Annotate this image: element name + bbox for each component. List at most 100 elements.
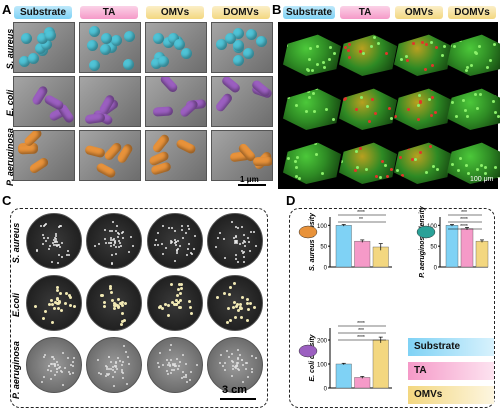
biofilm-speckle: [474, 51, 477, 54]
bacterial-colony: [236, 349, 239, 352]
bacterial-colony: [177, 247, 180, 250]
bacterial-colony: [56, 286, 60, 290]
biofilm-speckle: [396, 169, 399, 172]
bacterial-colony: [237, 308, 241, 312]
panel-label-d: D: [286, 193, 296, 208]
bacterial-colony: [109, 237, 112, 240]
bacterial-colony: [58, 291, 62, 295]
bacterial-colony: [193, 248, 196, 251]
bacterial-colony: [54, 374, 57, 377]
biofilm-header-substrate: Substrate: [283, 6, 335, 19]
bacterial-colony: [111, 299, 115, 303]
biofilm-speckle: [390, 168, 393, 171]
bacterial-colony: [57, 254, 60, 257]
bacterial-colony: [108, 287, 112, 290]
bacterial-colony: [246, 375, 249, 378]
bacterial-colony: [237, 368, 240, 371]
bacterial-colony: [44, 222, 47, 225]
bacterial-colony: [159, 351, 162, 354]
bacterial-colony: [157, 366, 160, 369]
bacterial-colony: [231, 374, 234, 377]
biofilm-speckle: [313, 110, 316, 113]
bacterial-colony: [110, 245, 113, 248]
bacterial-colony: [115, 365, 118, 368]
bacterial-colony: [58, 365, 61, 368]
bacterial-colony: [35, 249, 38, 252]
bacterial-colony: [118, 232, 121, 235]
bacterial-colony: [57, 307, 61, 311]
biofilm-speckle: [373, 36, 376, 39]
bacterial-colony: [126, 356, 129, 359]
bacterial-colony: [98, 372, 101, 375]
bacterial-colony: [219, 232, 222, 235]
bacterial-colony: [179, 283, 183, 287]
bacterial-colony: [175, 240, 178, 243]
biofilm-speckle: [356, 166, 359, 169]
bacterial-colony: [177, 301, 181, 305]
bacterial-colony: [237, 357, 240, 360]
bacterial-colony: [233, 365, 236, 368]
bacterial-colony: [250, 367, 253, 370]
bacterial-colony: [114, 360, 117, 363]
biofilm-speckle: [431, 64, 434, 67]
bacterial-colony: [181, 229, 184, 232]
bacterial-colony: [49, 378, 52, 381]
bacterial-colony: [93, 244, 96, 247]
sem-image-2-2: [145, 130, 207, 181]
bacterial-colony: [178, 245, 181, 248]
biofilm-speckle: [311, 69, 314, 72]
bacterial-colony: [56, 244, 59, 247]
chart-panel-border: [289, 208, 495, 408]
bacterial-colony: [54, 363, 57, 366]
biofilm-speckle: [430, 41, 433, 44]
bacterial-colony: [155, 239, 158, 242]
biofilm-speckle: [366, 105, 369, 108]
panel-label-c: C: [2, 193, 12, 208]
biofilm-speckle: [344, 46, 347, 49]
bacterial-colony: [171, 301, 175, 305]
bacterial-colony: [118, 246, 121, 249]
bacterial-colony: [55, 240, 58, 243]
y-tick-label: 100: [317, 363, 328, 369]
bacterial-colony: [247, 241, 250, 244]
bacterial-colony: [129, 235, 132, 238]
bacterial-colony: [249, 301, 253, 305]
bacterial-colony: [231, 367, 234, 370]
bacterial-colony: [171, 362, 174, 365]
bar-ta: [354, 240, 371, 268]
bacterial-colony: [175, 358, 178, 361]
bacterial-colony: [51, 242, 54, 245]
bacterial-colony: [110, 254, 113, 257]
bacterial-colony: [176, 288, 180, 292]
bacterial-colony: [106, 372, 109, 375]
significance-label: ****: [357, 335, 365, 341]
bacterial-colony: [55, 235, 58, 238]
bacterial-colony: [61, 242, 64, 245]
bar-substrate: [335, 363, 352, 389]
bacterial-colony: [111, 366, 114, 369]
biofilm-speckle: [401, 174, 404, 177]
biofilm-speckle: [455, 115, 458, 118]
bacterial-colony: [182, 375, 185, 378]
bacterial-colony: [47, 365, 50, 368]
bacterial-colony: [228, 355, 231, 358]
bacterial-colony: [60, 256, 63, 259]
biofilm-speckle: [451, 101, 454, 104]
biofilm-speckle: [417, 118, 420, 121]
bacterial-colony: [169, 348, 172, 351]
bacterial-colony: [161, 306, 165, 310]
bacterial-colony: [255, 244, 258, 247]
bacterial-colony: [250, 371, 253, 374]
bacterial-colony: [173, 364, 176, 367]
bacterial-colony: [180, 225, 183, 228]
bacterial-colony: [157, 243, 160, 246]
agar-plate-1-2: [147, 275, 203, 331]
legend-item-ta: TA: [408, 362, 494, 380]
significance-label: ****: [460, 217, 468, 223]
biofilm-speckle: [419, 151, 422, 154]
biofilm-speckle: [307, 69, 310, 72]
biofilm-speckle: [405, 55, 408, 58]
bacterial-colony: [49, 244, 52, 247]
biofilm-speckle: [453, 45, 456, 48]
bacterial-colony: [173, 259, 176, 262]
